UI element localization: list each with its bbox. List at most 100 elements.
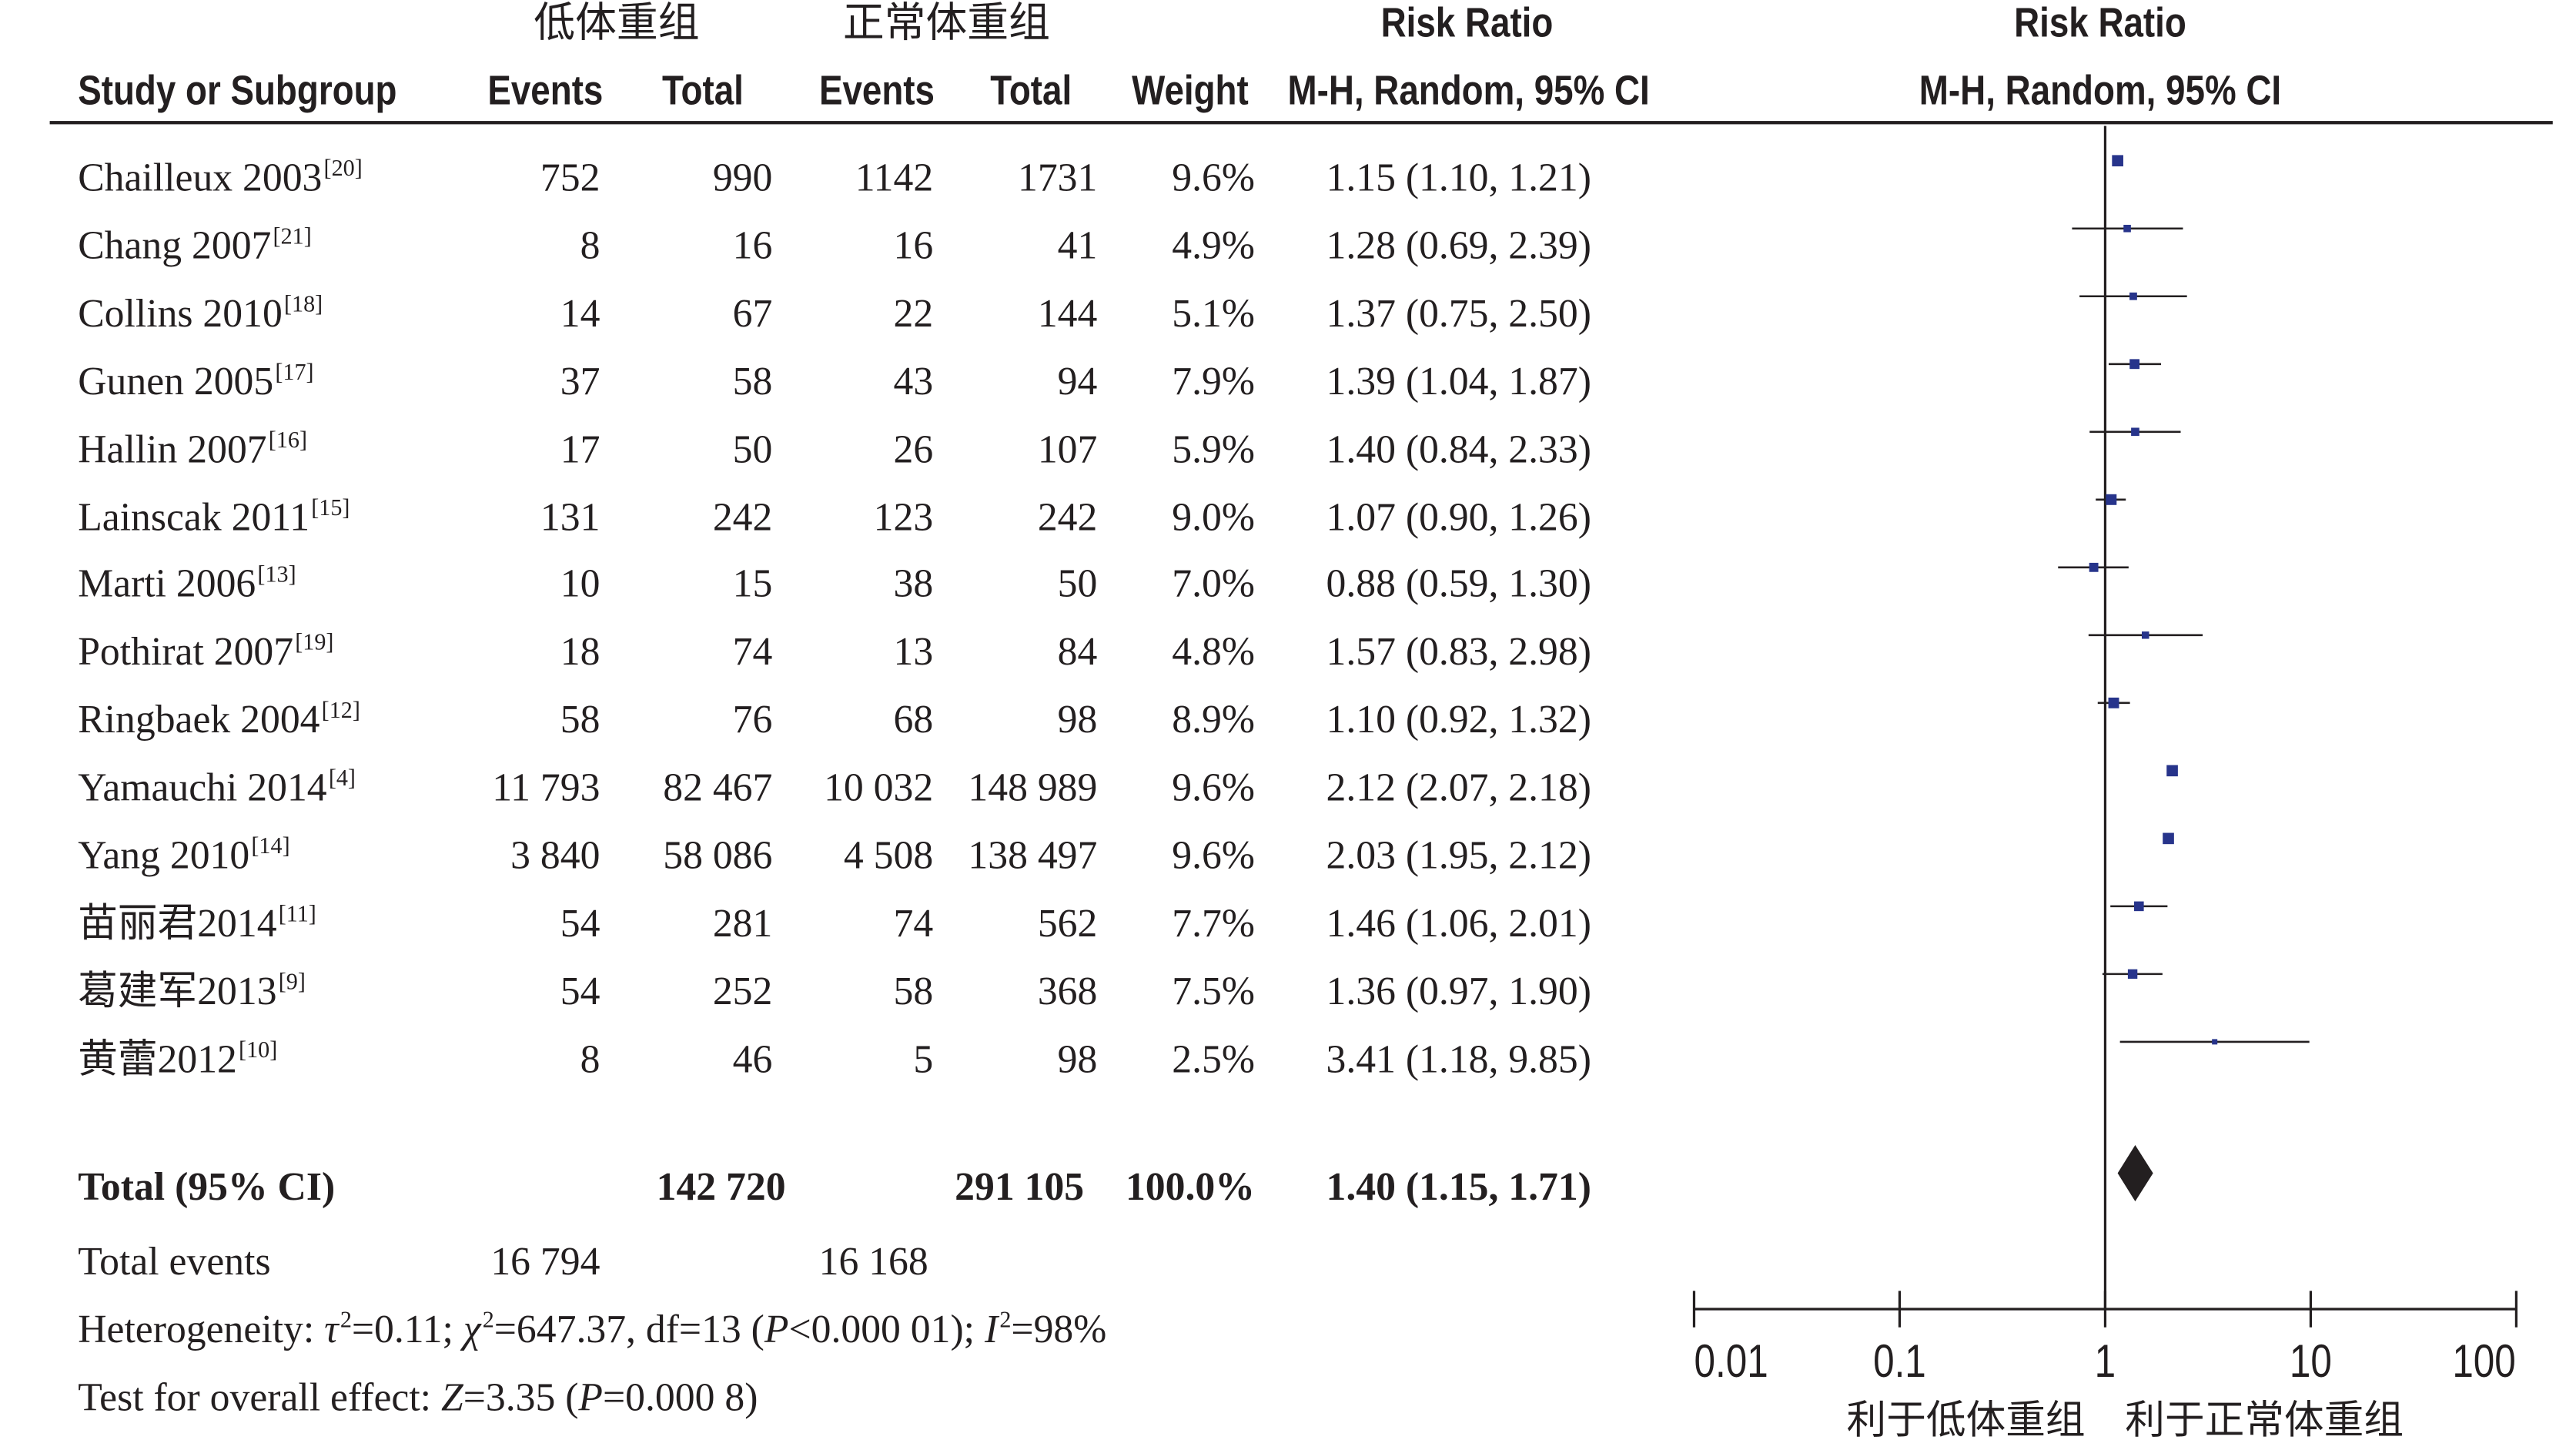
- study-row: Yang 2010 [14] 3 840 58 086 4 508 138 497 9.6%…: [0, 832, 1658, 882]
- events-low-weight-cell: 11 793: [492, 767, 601, 811]
- total-normal-weight-cell: 50: [1057, 564, 1098, 608]
- x-axis-tick-label: 1: [2094, 1335, 2116, 1388]
- events-low-weight-cell: 8: [580, 225, 601, 269]
- study-label: 葛建军2013 [9]: [78, 967, 306, 1023]
- superscript-2: 2: [340, 1309, 352, 1335]
- study-name: Collins 2010: [78, 293, 283, 337]
- study-label: Yamauchi 2014 [4]: [78, 764, 356, 820]
- weight-column-header: Weight: [1132, 68, 1249, 115]
- weight-cell: 7.0%: [1172, 564, 1255, 608]
- heterogeneity-statistics: Heterogeneity: τ 2=0.11; χ 2=647.37, df=13…: [78, 1306, 1106, 1356]
- study-markers: [2058, 155, 2310, 1045]
- study-column-header: Study or Subgroup: [78, 68, 397, 115]
- study-marker: [2096, 494, 2126, 505]
- statistic-text: =0.000 8): [603, 1377, 758, 1421]
- x-axis-ticks: [1692, 1291, 2518, 1328]
- total-normal-weight-cell: 242: [1037, 496, 1098, 540]
- x-axis-tick-label: 100: [2452, 1335, 2517, 1388]
- group-header-normal-weight: 正常体重组: [842, 0, 1050, 47]
- risk-ratio-column-header: Risk Ratio: [1380, 0, 1554, 47]
- risk-ratio-ci-cell: 3.41 (1.18, 9.85): [1326, 1038, 1591, 1082]
- events-low-weight-cell: 37: [560, 360, 601, 404]
- favours-low-weight-label: 利于低体重组: [1846, 1397, 2086, 1440]
- study-label: Gunen 2005 [17]: [78, 357, 313, 414]
- study-name: 苗丽君2014: [78, 903, 277, 946]
- events-normal-weight-cell: 43: [893, 360, 934, 404]
- superscript-2: 2: [482, 1309, 494, 1335]
- events-normal-weight-cell: 5: [913, 1038, 934, 1082]
- study-marker: [2089, 427, 2181, 437]
- total-low-weight-cell: 15: [732, 564, 773, 608]
- statistic-text: =3.35 (: [463, 1377, 579, 1421]
- study-marker: [2108, 359, 2162, 370]
- events-normal-weight-cell: 13: [893, 631, 934, 675]
- events-low-weight-cell: 18: [560, 631, 601, 675]
- risk-ratio-ci-cell: 1.39 (1.04, 1.87): [1326, 360, 1591, 404]
- effect-square: [2129, 359, 2140, 370]
- total-row: Total (95% CI) 142 720 291 105 100.0% 1.…: [0, 1164, 1658, 1214]
- reference-superscript: [9]: [278, 970, 306, 996]
- italic-symbol: I: [984, 1309, 999, 1352]
- weight-cell: 9.0%: [1172, 496, 1255, 540]
- total-normal-weight-cell: 98: [1057, 1038, 1098, 1082]
- risk-ratio-ci-cell: 1.28 (0.69, 2.39): [1326, 225, 1591, 269]
- study-row: 葛建军2013 [9] 54 252 58 368 7.5% 1.36 (0.97, 1.90…: [0, 967, 1658, 1017]
- events-low-weight-header: Events: [487, 68, 604, 115]
- total-events-normal-weight-cell: 16 168: [818, 1241, 928, 1284]
- weight-cell: 7.7%: [1172, 903, 1255, 946]
- effect-square: [2106, 494, 2117, 505]
- risk-ratio-plot-header: Risk Ratio: [2014, 0, 2186, 47]
- events-low-weight-cell: 10: [560, 564, 601, 608]
- weight-cell: 5.9%: [1172, 428, 1255, 472]
- study-name: Chang 2007: [78, 225, 272, 269]
- superscript-2: 2: [999, 1309, 1012, 1335]
- italic-symbol: P: [764, 1309, 789, 1352]
- study-row: 苗丽君2014 [11] 54 281 74 562 7.7% 1.46 (1.06, 2.0…: [0, 899, 1658, 949]
- effect-square: [2131, 427, 2139, 437]
- italic-symbol: Z: [440, 1377, 463, 1421]
- study-label: Pothirat 2007 [19]: [78, 628, 333, 685]
- risk-ratio-ci-cell: 1.07 (0.90, 1.26): [1326, 496, 1591, 540]
- total-normal-weight-cell: 562: [1037, 903, 1098, 946]
- study-label: Yang 2010 [14]: [78, 832, 289, 888]
- study-marker: [2058, 562, 2129, 572]
- total-low-weight-cell: 74: [732, 631, 773, 675]
- events-normal-weight-cell: 123: [873, 496, 934, 540]
- risk-ratio-ci-cell: 1.37 (0.75, 2.50): [1326, 293, 1591, 337]
- total-low-weight-cell: 990: [712, 157, 773, 201]
- study-row: Pothirat 2007 [19] 18 74 13 84 4.8% 1.57 (0.83,…: [0, 628, 1658, 678]
- total-normal-weight-cell: 41: [1057, 225, 1098, 269]
- weight-cell: 9.6%: [1172, 835, 1255, 879]
- study-marker: [2097, 697, 2130, 708]
- effect-square: [2166, 765, 2178, 777]
- weight-cell: 5.1%: [1172, 293, 1255, 337]
- reference-superscript: [16]: [268, 428, 308, 454]
- events-normal-weight-cell: 22: [893, 293, 934, 337]
- study-row: Collins 2010 [18] 14 67 22 144 5.1% 1.37 (0.75,…: [0, 290, 1658, 340]
- effect-square: [2134, 901, 2144, 912]
- study-label: Marti 2006 [13]: [78, 561, 296, 617]
- events-normal-weight-cell: 58: [893, 970, 934, 1014]
- study-row: 黄蕾2012 [10] 8 46 5 98 2.5% 3.41 (1.18, 9.85): [0, 1035, 1658, 1085]
- weight-cell: 7.5%: [1172, 970, 1255, 1014]
- risk-ratio-ci-cell: 2.12 (2.07, 2.18): [1326, 767, 1591, 811]
- study-row: Ringbaek 2004 [12] 58 76 68 98 8.9% 1.10 (0.92,…: [0, 696, 1658, 746]
- events-normal-weight-cell: 38: [893, 564, 934, 608]
- study-name: Yamauchi 2014: [78, 767, 327, 811]
- study-marker: [2072, 224, 2183, 233]
- italic-symbol: τ: [324, 1309, 339, 1352]
- overall-effect-test: Test for overall effect: Z=3.35 (P=0.000…: [78, 1374, 758, 1424]
- method-plot-header: M-H, Random, 95% CI: [1919, 68, 2282, 115]
- study-label: Ringbaek 2004 [12]: [78, 696, 360, 752]
- events-normal-weight-cell: 26: [893, 428, 934, 472]
- reference-superscript: [10]: [239, 1038, 278, 1063]
- study-marker: [2079, 292, 2187, 300]
- reference-superscript: [4]: [328, 767, 356, 792]
- total-low-weight-cell: 67: [732, 293, 773, 337]
- study-marker: [2110, 901, 2168, 912]
- weight-cell: 2.5%: [1172, 1038, 1255, 1082]
- reference-superscript: [12]: [321, 699, 360, 725]
- events-low-weight-cell: 3 840: [510, 835, 601, 879]
